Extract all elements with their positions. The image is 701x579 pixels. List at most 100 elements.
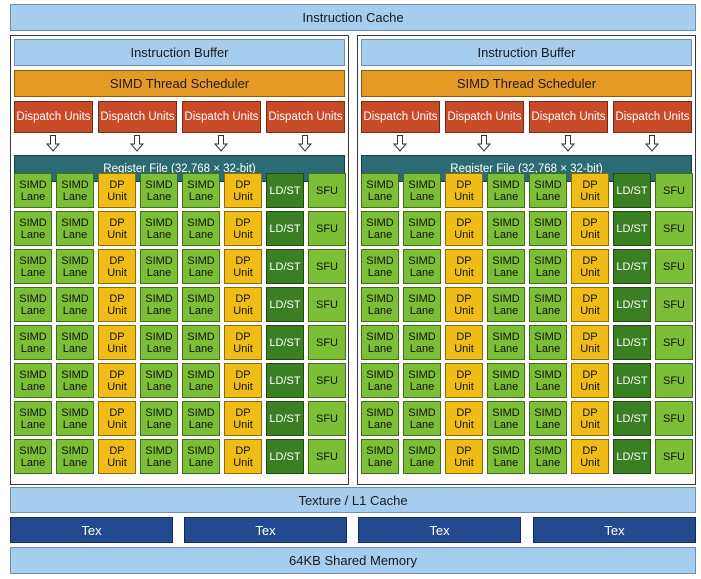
simd-lane: SIMD Lane bbox=[361, 439, 399, 474]
ld-st-unit: LD/ST bbox=[613, 211, 651, 246]
ld-st-unit: LD/ST bbox=[613, 439, 651, 474]
sfu-unit: SFU bbox=[308, 363, 346, 398]
simd-lane: SIMD Lane bbox=[403, 401, 441, 436]
tex-unit-4: Tex bbox=[533, 517, 696, 543]
simd-lane: SIMD Lane bbox=[56, 211, 94, 246]
simd-lane: SIMD Lane bbox=[140, 173, 178, 208]
simd-lane: SIMD Lane bbox=[529, 363, 567, 398]
simd-lane: SIMD Lane bbox=[56, 363, 94, 398]
ld-st-unit: LD/ST bbox=[266, 173, 304, 208]
simd-lane: SIMD Lane bbox=[361, 401, 399, 436]
sfu-unit: SFU bbox=[655, 325, 693, 360]
simd-lane: SIMD Lane bbox=[140, 325, 178, 360]
sfu-unit: SFU bbox=[655, 401, 693, 436]
dp-unit: DP Unit bbox=[224, 287, 262, 322]
ld-st-unit: LD/ST bbox=[266, 439, 304, 474]
simd-lane: SIMD Lane bbox=[361, 287, 399, 322]
simd-lane: SIMD Lane bbox=[56, 325, 94, 360]
simd-lane: SIMD Lane bbox=[529, 325, 567, 360]
ld-st-unit: LD/ST bbox=[613, 363, 651, 398]
sfu-unit: SFU bbox=[308, 439, 346, 474]
texture-l1-cache: Texture / L1 Cache bbox=[10, 487, 696, 513]
simd-lane: SIMD Lane bbox=[140, 211, 178, 246]
dp-unit: DP Unit bbox=[571, 287, 609, 322]
simd-lane: SIMD Lane bbox=[487, 325, 525, 360]
simd-lane: SIMD Lane bbox=[487, 211, 525, 246]
dispatch-unit-3: Dispatch Units bbox=[529, 101, 608, 133]
simd-lane: SIMD Lane bbox=[140, 401, 178, 436]
dp-unit: DP Unit bbox=[98, 325, 136, 360]
simd-lane: SIMD Lane bbox=[56, 401, 94, 436]
simd-lane: SIMD Lane bbox=[361, 363, 399, 398]
ld-st-unit: LD/ST bbox=[266, 287, 304, 322]
sfu-unit: SFU bbox=[308, 325, 346, 360]
dp-unit: DP Unit bbox=[224, 211, 262, 246]
simd-lane: SIMD Lane bbox=[403, 325, 441, 360]
dp-unit: DP Unit bbox=[445, 401, 483, 436]
simd-thread-scheduler: SIMD Thread Scheduler bbox=[14, 70, 345, 97]
sfu-unit: SFU bbox=[308, 173, 346, 208]
ld-st-unit: LD/ST bbox=[613, 249, 651, 284]
dispatch-unit-3: Dispatch Units bbox=[182, 101, 261, 133]
dp-unit: DP Unit bbox=[571, 363, 609, 398]
dp-unit: DP Unit bbox=[224, 325, 262, 360]
simd-lane: SIMD Lane bbox=[487, 363, 525, 398]
simd-lane: SIMD Lane bbox=[182, 287, 220, 322]
dp-unit: DP Unit bbox=[224, 363, 262, 398]
simd-lane: SIMD Lane bbox=[182, 401, 220, 436]
simd-lane: SIMD Lane bbox=[529, 287, 567, 322]
ld-st-unit: LD/ST bbox=[613, 325, 651, 360]
down-arrow-icon bbox=[214, 135, 228, 152]
simd-lane: SIMD Lane bbox=[14, 401, 52, 436]
simd-lane: SIMD Lane bbox=[14, 173, 52, 208]
ld-st-unit: LD/ST bbox=[613, 401, 651, 436]
simd-lane: SIMD Lane bbox=[14, 325, 52, 360]
ld-st-unit: LD/ST bbox=[613, 287, 651, 322]
simd-lane: SIMD Lane bbox=[182, 439, 220, 474]
simd-lane: SIMD Lane bbox=[56, 173, 94, 208]
tex-unit-2: Tex bbox=[184, 517, 347, 543]
dp-unit: DP Unit bbox=[445, 211, 483, 246]
simd-lane: SIMD Lane bbox=[487, 173, 525, 208]
simd-lane: SIMD Lane bbox=[14, 287, 52, 322]
simd-lane: SIMD Lane bbox=[140, 249, 178, 284]
simd-lane: SIMD Lane bbox=[529, 173, 567, 208]
simd-lane: SIMD Lane bbox=[182, 325, 220, 360]
simd-lane: SIMD Lane bbox=[487, 439, 525, 474]
down-arrow-icon bbox=[46, 135, 60, 152]
simd-lane: SIMD Lane bbox=[361, 249, 399, 284]
dp-unit: DP Unit bbox=[571, 325, 609, 360]
instruction-cache: Instruction Cache bbox=[10, 4, 696, 31]
sfu-unit: SFU bbox=[655, 249, 693, 284]
down-arrow-icon bbox=[561, 135, 575, 152]
dp-unit: DP Unit bbox=[98, 173, 136, 208]
sm-panel-2: Instruction Buffer SIMD Thread Scheduler D… bbox=[357, 35, 696, 485]
simd-lane: SIMD Lane bbox=[487, 287, 525, 322]
simd-lane: SIMD Lane bbox=[14, 211, 52, 246]
sfu-unit: SFU bbox=[308, 401, 346, 436]
simd-lane: SIMD Lane bbox=[140, 439, 178, 474]
down-arrow-icon bbox=[298, 135, 312, 152]
down-arrow-icon bbox=[645, 135, 659, 152]
dp-unit: DP Unit bbox=[445, 325, 483, 360]
instruction-buffer: Instruction Buffer bbox=[14, 39, 345, 66]
simd-lane: SIMD Lane bbox=[361, 173, 399, 208]
simd-lane: SIMD Lane bbox=[403, 211, 441, 246]
simd-lane: SIMD Lane bbox=[529, 439, 567, 474]
simd-lane: SIMD Lane bbox=[529, 211, 567, 246]
simd-lane: SIMD Lane bbox=[403, 249, 441, 284]
ld-st-unit: LD/ST bbox=[266, 401, 304, 436]
dp-unit: DP Unit bbox=[224, 439, 262, 474]
dp-unit: DP Unit bbox=[445, 287, 483, 322]
sfu-unit: SFU bbox=[655, 173, 693, 208]
dp-unit: DP Unit bbox=[445, 173, 483, 208]
dp-unit: DP Unit bbox=[445, 363, 483, 398]
dispatch-unit-2: Dispatch Units bbox=[98, 101, 177, 133]
simd-lane: SIMD Lane bbox=[361, 211, 399, 246]
simd-lane: SIMD Lane bbox=[487, 401, 525, 436]
tex-unit-3: Tex bbox=[358, 517, 521, 543]
simd-lane: SIMD Lane bbox=[182, 363, 220, 398]
dispatch-unit-2: Dispatch Units bbox=[445, 101, 524, 133]
shared-memory: 64KB Shared Memory bbox=[10, 547, 696, 574]
simd-lane: SIMD Lane bbox=[14, 249, 52, 284]
